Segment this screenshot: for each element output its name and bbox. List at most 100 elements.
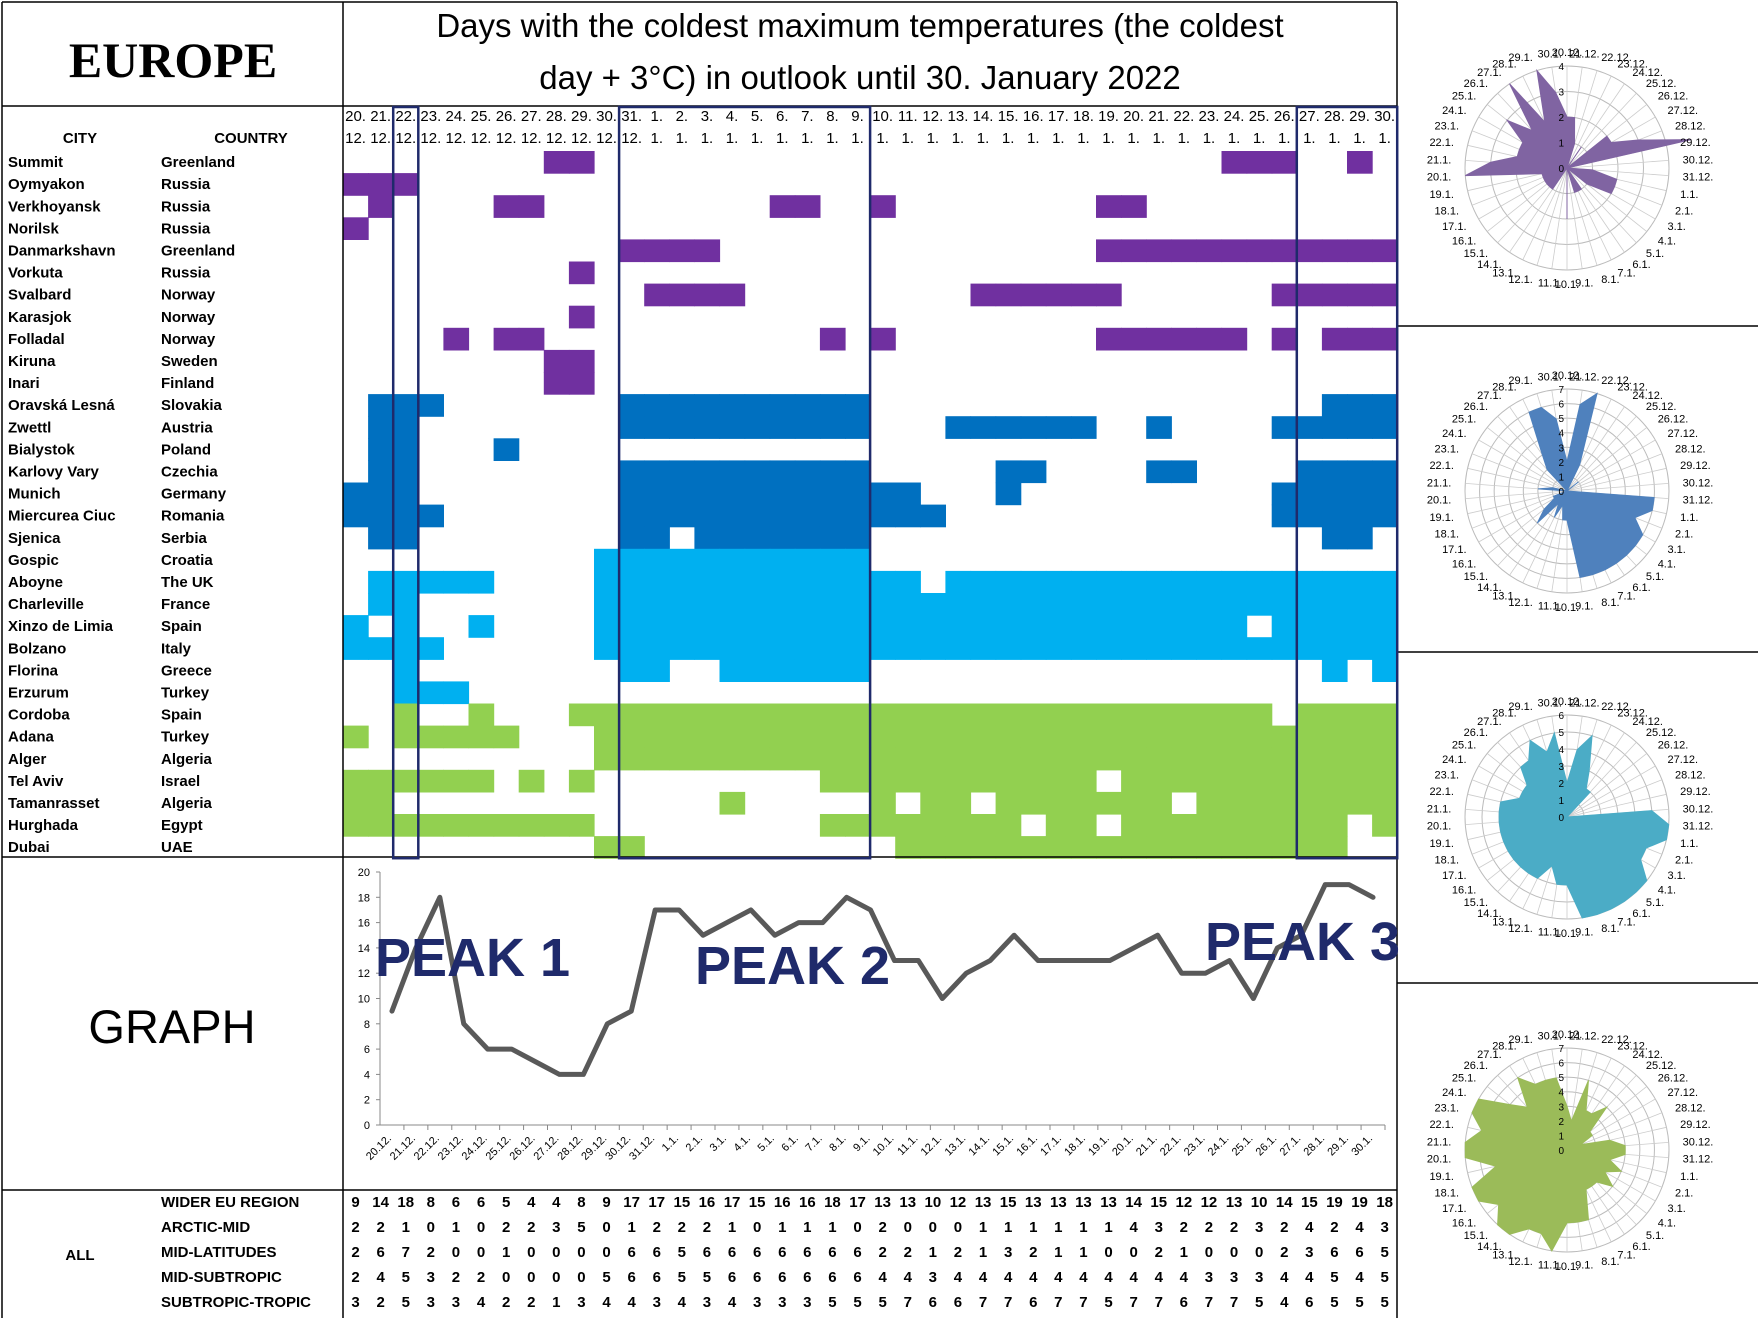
heat-cell — [920, 791, 946, 815]
summary-value: 2 — [1180, 1219, 1188, 1236]
radar-axis-label: 13.1. — [1492, 591, 1516, 603]
heat-cell — [443, 725, 470, 749]
radar-axis-label: 3.1. — [1667, 221, 1685, 233]
heat-cell — [418, 769, 444, 793]
radar-axis-label: 1.1. — [1680, 189, 1698, 201]
heat-cell — [1146, 637, 1172, 660]
heat-cell — [845, 416, 871, 439]
summary-value: 0 — [502, 1269, 510, 1286]
heat-cell — [418, 394, 444, 417]
heat-cell — [895, 593, 921, 616]
summary-value: 14 — [1125, 1194, 1142, 1211]
radar-axis-label: 27.1. — [1477, 716, 1501, 728]
heat-cell — [594, 615, 620, 638]
heat-cell — [1096, 637, 1122, 660]
date-day-label: 7. — [801, 108, 814, 125]
radar-axis-label: 22.1. — [1429, 137, 1453, 149]
summary-value: 4 — [979, 1269, 988, 1286]
heat-cell — [1020, 615, 1047, 638]
heat-cell — [794, 504, 821, 528]
summary-value: 4 — [1004, 1269, 1013, 1286]
highlight-box — [391, 105, 420, 860]
heat-cell — [1321, 570, 1348, 594]
summary-value: 1 — [402, 1219, 410, 1236]
heat-cell — [669, 283, 695, 307]
heat-cell — [1271, 637, 1298, 660]
summary-value: 6 — [1355, 1244, 1363, 1261]
heat-cell — [1121, 195, 1147, 218]
country-name: Czechia — [161, 463, 218, 480]
radar-axis-label: 4.1. — [1658, 1217, 1676, 1229]
heat-cell — [1221, 791, 1248, 815]
heat-cell — [1171, 725, 1197, 749]
summary-value: 2 — [878, 1244, 886, 1261]
heat-cell — [995, 416, 1022, 439]
radar-axis-label: 9.1. — [1575, 1260, 1593, 1272]
date-month-label: 1. — [1052, 130, 1065, 147]
heat-cell — [1221, 615, 1248, 638]
radar-ring-label: 2 — [1558, 458, 1564, 469]
heat-cell — [468, 769, 495, 793]
heat-cell — [1196, 725, 1223, 749]
heat-cell — [744, 615, 771, 638]
heat-cell — [995, 482, 1022, 506]
summary-value: 2 — [678, 1219, 686, 1236]
date-month-label: 12. — [571, 130, 592, 147]
summary-value: 6 — [929, 1294, 937, 1311]
summary-value: 2 — [527, 1294, 535, 1311]
date-month-label: 1. — [776, 130, 789, 147]
radar-axis-label: 30.12. — [1683, 1136, 1714, 1148]
date-month-label: 1. — [1102, 130, 1115, 147]
heatmap — [343, 151, 1398, 859]
heat-cell — [945, 416, 972, 439]
date-month-label: 1. — [701, 130, 714, 147]
summary-value: 6 — [778, 1269, 786, 1286]
country-name: Romania — [161, 508, 225, 525]
heat-cell — [1347, 747, 1373, 771]
heat-cell — [594, 703, 620, 727]
date-day-label: 23. — [420, 108, 441, 125]
summary-value: 0 — [602, 1244, 610, 1261]
radar-axis-label: 31.12. — [1683, 1154, 1714, 1166]
heat-cell — [819, 769, 846, 793]
summary-value: 5 — [1255, 1294, 1263, 1311]
city-name: Vorkuta — [8, 265, 63, 282]
heat-cell — [468, 570, 495, 594]
radar-axis-label: 17.1. — [1442, 870, 1466, 882]
heat-cell — [945, 791, 972, 815]
y-tick-label: 14 — [358, 943, 370, 955]
heat-cell — [1096, 570, 1122, 594]
heat-cell — [1070, 615, 1097, 638]
heat-cell — [895, 747, 921, 771]
heat-cell — [669, 504, 695, 528]
radar-axis-label: 26.12. — [1658, 91, 1689, 103]
radar-ring-label: 0 — [1558, 813, 1564, 824]
summary-value: 1 — [778, 1219, 786, 1236]
heat-cell — [970, 836, 997, 859]
heat-cell — [819, 327, 846, 351]
radar-spoke — [1471, 453, 1568, 492]
heat-cell — [343, 173, 369, 196]
radar-axis-label: 2.1. — [1675, 205, 1693, 217]
heat-cell — [819, 703, 846, 727]
summary-value: 2 — [1205, 1219, 1213, 1236]
heat-cell — [1271, 615, 1298, 638]
highlight-boxes — [391, 105, 1399, 860]
heat-cell — [1096, 593, 1122, 616]
summary-value: 5 — [853, 1294, 861, 1311]
heat-cell — [970, 703, 997, 727]
heat-cell — [1171, 593, 1197, 616]
radar-ring-label: 6 — [1558, 711, 1564, 722]
summary-value: 6 — [477, 1194, 485, 1211]
heat-cell — [895, 836, 921, 859]
radar-axis-label: 27.12. — [1667, 105, 1698, 117]
summary-value: 4 — [1305, 1219, 1314, 1236]
heat-cell — [1246, 151, 1273, 174]
heat-cell — [1146, 814, 1172, 837]
heat-cell — [845, 703, 871, 727]
radar-spoke — [1478, 490, 1568, 543]
radar-axis-label: 2.1. — [1675, 528, 1693, 540]
heat-cell — [845, 747, 871, 771]
